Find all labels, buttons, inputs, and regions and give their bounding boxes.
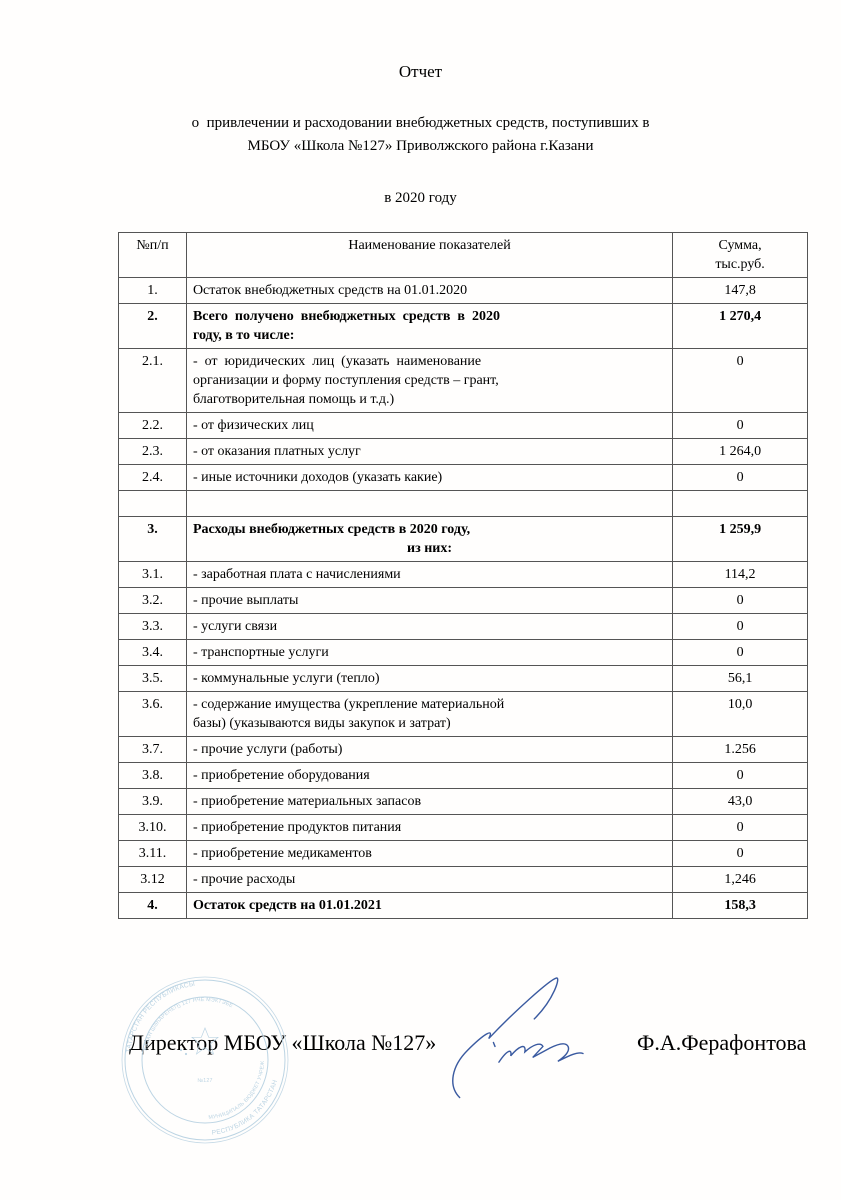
svg-text:МУНИЦИПАЛЬ БЮДЖЕТ УЧРЕЖДЕНИЕ Ш: МУНИЦИПАЛЬ БЮДЖЕТ УЧРЕЖДЕНИЕ ШКОЛА №127: [92, 946, 266, 1121]
svg-text:№127: №127: [197, 1078, 212, 1084]
